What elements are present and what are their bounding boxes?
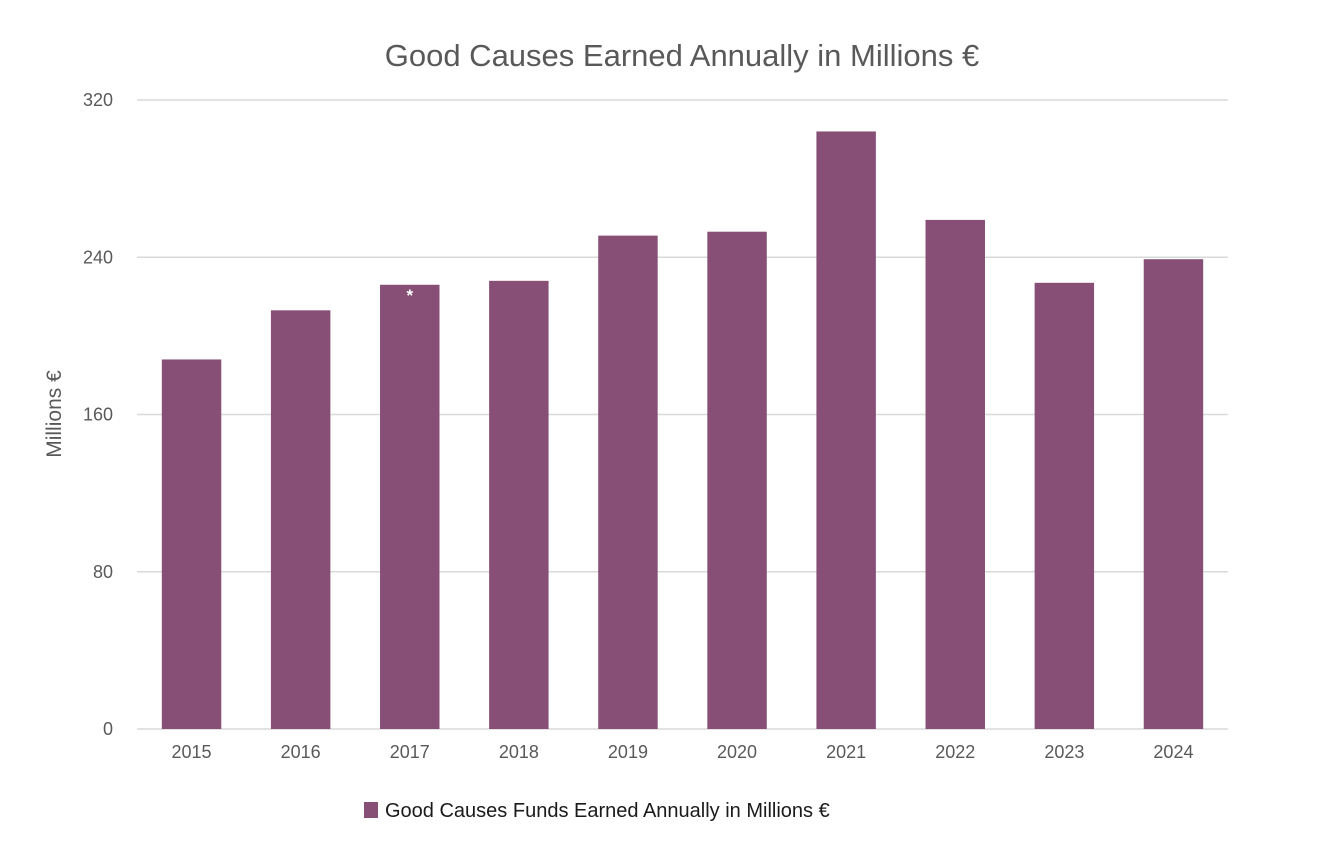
x-tick-label: 2015 xyxy=(172,742,212,762)
y-tick-label: 0 xyxy=(103,719,113,739)
x-tick-label: 2020 xyxy=(717,742,757,762)
bar-2019 xyxy=(598,235,658,730)
bar-2021 xyxy=(816,131,876,729)
annotation-asterisk: * xyxy=(406,286,413,305)
x-tick-label: 2016 xyxy=(281,742,321,762)
bar-2020 xyxy=(707,231,767,729)
bar-2024 xyxy=(1143,259,1204,729)
x-tick-label: 2017 xyxy=(390,742,430,762)
chart-title: Good Causes Earned Annually in Millions … xyxy=(385,38,980,73)
y-axis-label: Millions € xyxy=(43,370,66,458)
bar-2016 xyxy=(270,310,331,729)
legend-label: Good Causes Funds Earned Annually in Mil… xyxy=(385,800,830,822)
bar-2023 xyxy=(1034,282,1095,729)
bar-2022 xyxy=(925,219,985,729)
bar-2017 xyxy=(380,284,440,729)
x-tick-label: 2023 xyxy=(1044,742,1084,762)
x-tick-label: 2022 xyxy=(935,742,975,762)
bars xyxy=(161,131,1204,730)
annotations: * xyxy=(406,286,413,305)
x-tick-label: 2021 xyxy=(826,742,866,762)
x-tick-label: 2019 xyxy=(608,742,648,762)
y-tick-label: 240 xyxy=(83,247,113,267)
legend-swatch xyxy=(364,802,378,818)
y-tick-label: 80 xyxy=(93,562,113,582)
y-tick-label: 160 xyxy=(83,405,113,425)
x-tick-label: 2018 xyxy=(499,742,539,762)
x-tick-label: 2024 xyxy=(1153,742,1193,762)
bar-2018 xyxy=(489,280,549,729)
y-axis-ticks: 0 80 160 240 320 xyxy=(83,90,113,739)
bar-2015 xyxy=(161,359,222,729)
x-axis-ticks: 2015 2016 2017 2018 2019 2020 2021 2022 2023 2024 xyxy=(172,742,1194,762)
legend: Good Causes Funds Earned Annually in Mil… xyxy=(364,800,830,822)
y-tick-label: 320 xyxy=(83,90,113,110)
